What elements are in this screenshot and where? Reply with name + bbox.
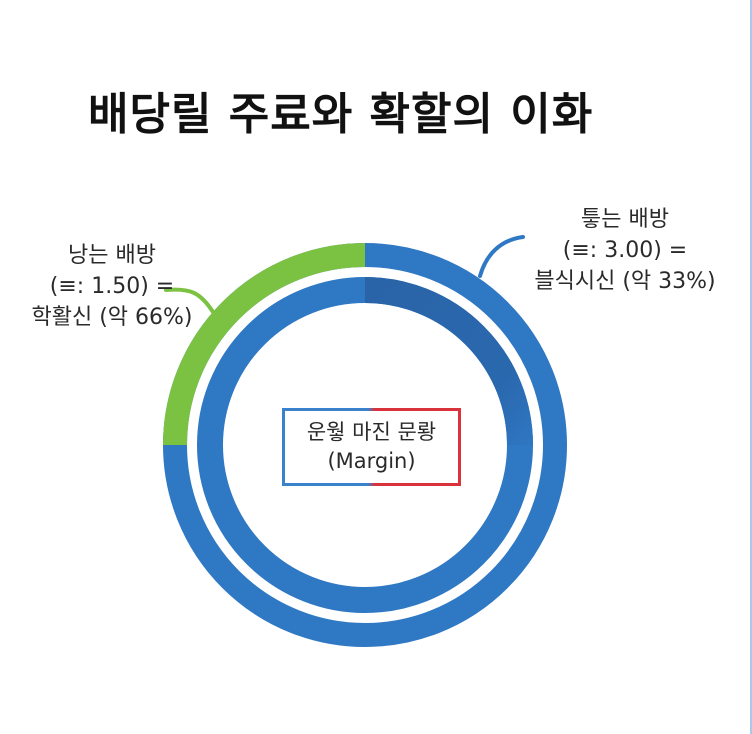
- annotation-right-ratio: (≡: 3.00) =: [562, 238, 688, 263]
- inner-ring-dark-segment: [364, 277, 533, 446]
- annotation-right-title: 틓는 배방: [581, 207, 669, 232]
- outer-ring-green-segment: [163, 243, 366, 446]
- annotation-right-share: 블식시신 (악 33%): [534, 269, 716, 294]
- page-title: 배당릴 주료와 확할의 이화: [88, 89, 594, 140]
- annotation-left-ratio: (≡: 1.50) =: [49, 274, 175, 299]
- green-callout-arrow: [164, 287, 215, 314]
- annotation-right: 틓는 배방 (≡: 3.00) = 블식시신 (악 33%): [515, 204, 735, 297]
- center-margin-box: 운웧 마진 문뢍 (Margin): [282, 408, 461, 486]
- annotation-left-title: 낭는 배방: [68, 243, 156, 268]
- annotation-left-share: 학활신 (악 66%): [31, 305, 193, 330]
- center-label-english: (Margin): [327, 449, 416, 473]
- annotation-left: 낭는 배방 (≡: 1.50) = 학활신 (악 66%): [12, 240, 212, 333]
- blue-callout-arrow: [478, 235, 525, 278]
- right-edge-divider: [750, 0, 752, 734]
- center-label-korean: 운웧 마진 문뢍: [306, 420, 437, 444]
